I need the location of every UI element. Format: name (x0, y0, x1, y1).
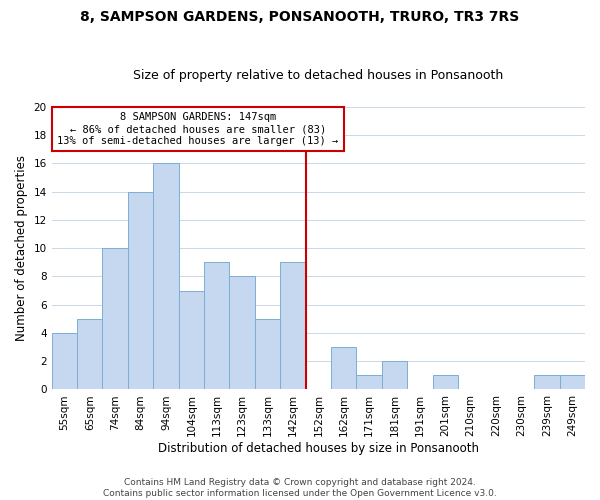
Bar (179, 290, 204, 390)
Bar (204, 262, 229, 390)
Text: 8, SAMPSON GARDENS, PONSANOOTH, TRURO, TR3 7RS: 8, SAMPSON GARDENS, PONSANOOTH, TRURO, T… (80, 10, 520, 24)
Title: Size of property relative to detached houses in Ponsanooth: Size of property relative to detached ho… (133, 69, 503, 82)
Bar (560, 376, 585, 390)
Bar (280, 262, 305, 390)
Bar (77, 319, 103, 390)
Bar (331, 347, 356, 390)
Bar (534, 376, 560, 390)
Bar (153, 164, 179, 390)
X-axis label: Distribution of detached houses by size in Ponsanooth: Distribution of detached houses by size … (158, 442, 479, 455)
Bar (103, 248, 128, 390)
Bar (128, 192, 153, 390)
Bar (255, 319, 280, 390)
Bar (433, 376, 458, 390)
Bar (52, 333, 77, 390)
Y-axis label: Number of detached properties: Number of detached properties (15, 155, 28, 341)
Bar (229, 276, 255, 390)
Bar (356, 376, 382, 390)
Bar (382, 361, 407, 390)
Text: 8 SAMPSON GARDENS: 147sqm
← 86% of detached houses are smaller (83)
13% of semi-: 8 SAMPSON GARDENS: 147sqm ← 86% of detac… (57, 112, 338, 146)
Text: Contains HM Land Registry data © Crown copyright and database right 2024.
Contai: Contains HM Land Registry data © Crown c… (103, 478, 497, 498)
